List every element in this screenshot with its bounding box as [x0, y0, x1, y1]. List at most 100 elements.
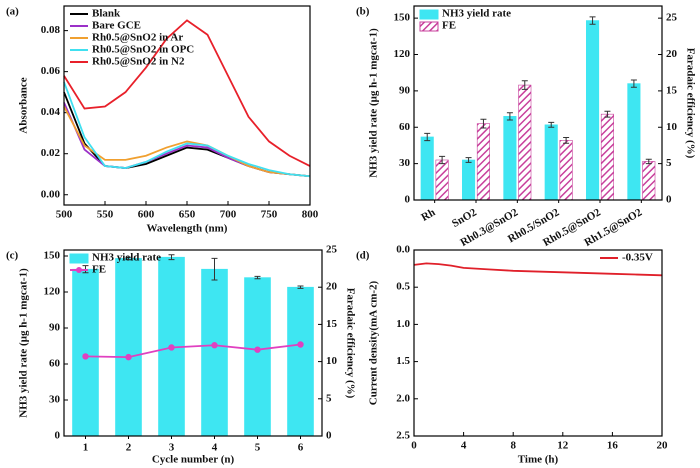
line-marker [82, 353, 89, 360]
bar [115, 258, 142, 437]
legend-swatch [419, 9, 439, 20]
plot-frame [63, 249, 323, 437]
panel-label: (d) [356, 250, 370, 262]
y2-tick-label: 0 [326, 430, 332, 442]
error-bar [424, 132, 431, 142]
x-category-label: 2 [126, 442, 132, 454]
y-tick-label: 120 [44, 286, 61, 298]
y-tick-label: 0.08 [41, 24, 61, 36]
bar [586, 20, 600, 201]
error-bar [506, 112, 513, 121]
x-tick-label: 750 [261, 209, 278, 221]
y-tick-label: 0 [55, 430, 61, 442]
line-marker [211, 342, 218, 349]
bar [462, 159, 476, 201]
bar [627, 83, 641, 201]
error-bar [168, 254, 175, 261]
series-line [63, 19, 311, 167]
y-tick-label: 30 [49, 394, 61, 406]
x-tick-label: 700 [220, 209, 237, 221]
y-axis-label: Current density(mA cm-2) [368, 280, 380, 405]
legend-label: NH3 yield rate [442, 8, 511, 20]
error-bar [563, 136, 570, 144]
y2-tick-label: 10 [666, 121, 678, 133]
y2-tick-label: 25 [666, 12, 678, 24]
y2-axis-label: Faradaic efficiency (%) [344, 288, 356, 399]
legend-label: Rh0.5@SnO2 in N2 [92, 56, 185, 68]
panel-label: (c) [6, 250, 19, 262]
legend-marker [76, 267, 82, 273]
y-tick-label: 0.00 [41, 188, 61, 200]
plot-area [72, 254, 314, 437]
plot-area [420, 16, 656, 201]
y-tick-label: 2.5 [396, 430, 410, 442]
bar [559, 140, 573, 201]
y-tick-label: 0.0 [396, 244, 410, 256]
y-axis-label: NH3 yield rate (μg h-1 mgcat-1) [18, 268, 30, 418]
error-bar [589, 16, 596, 25]
x-axis-label: Time (h) [518, 454, 559, 466]
y-tick-label: 0 [405, 194, 411, 206]
series-line [63, 106, 311, 178]
y2-tick-label: 15 [326, 318, 338, 330]
x-tick-label: 4 [461, 440, 467, 452]
error-bar [125, 256, 132, 261]
x-category-label: 6 [298, 442, 304, 454]
x-tick-label: 20 [657, 440, 669, 452]
panel-label: (b) [356, 6, 370, 18]
x-category-label: 5 [255, 442, 261, 454]
error-bar [480, 118, 487, 129]
y-tick-label: 0.04 [41, 106, 61, 118]
x-axis-label: Wavelength (nm) [147, 223, 228, 235]
error-bar [465, 157, 472, 163]
line-marker [297, 341, 304, 348]
y-tick-label: 0.02 [41, 147, 61, 159]
error-bar [645, 158, 652, 165]
y2-axis-label: Faradaic efficiency (%) [684, 48, 696, 159]
x-tick-label: 600 [138, 209, 155, 221]
y-tick-label: 60 [399, 121, 411, 133]
plot-area [63, 19, 311, 178]
y-tick-label: 150 [394, 12, 411, 24]
y2-tick-label: 25 [326, 244, 338, 256]
x-category-label: 3 [169, 442, 175, 454]
y-tick-label: 120 [394, 48, 411, 60]
y-tick-label: 90 [399, 84, 411, 96]
bar [600, 113, 614, 201]
series-line [63, 102, 311, 178]
bar [642, 161, 656, 201]
error-bar [548, 121, 555, 128]
legend-label: -0.35V [622, 252, 653, 264]
bar [72, 268, 99, 437]
x-tick-label: 16 [607, 440, 619, 452]
y-axis-label: Absorbance [18, 77, 30, 133]
y-tick-label: 30 [399, 157, 411, 169]
bar [201, 268, 228, 437]
y-tick-label: 1.0 [396, 318, 410, 330]
error-bar [604, 110, 611, 118]
error-bar [630, 79, 637, 88]
plot-frame [413, 249, 663, 437]
x-tick-label: 800 [302, 209, 319, 221]
x-tick-label: 0 [411, 440, 417, 452]
bar [503, 116, 517, 201]
bar [420, 136, 434, 201]
y-axis-label: NH3 yield rate (μg h-1 mgcat-1) [368, 28, 380, 178]
x-category-label: 1 [83, 442, 89, 454]
y-tick-label: 1.5 [396, 355, 410, 367]
x-tick-label: 550 [97, 209, 114, 221]
error-bar [254, 275, 261, 280]
y2-tick-label: 0 [666, 194, 672, 206]
legend-label: FE [92, 264, 106, 276]
x-tick-label: 500 [56, 209, 73, 221]
y2-tick-label: 10 [326, 355, 338, 367]
error-bar [521, 80, 528, 90]
x-axis-label: Cycle number (n) [152, 454, 235, 466]
error-bar [439, 155, 446, 165]
plot-frame [63, 5, 311, 206]
series-line [413, 262, 663, 277]
x-tick-label: 8 [510, 440, 516, 452]
series-line [85, 343, 301, 359]
x-tick-label: 650 [179, 209, 196, 221]
